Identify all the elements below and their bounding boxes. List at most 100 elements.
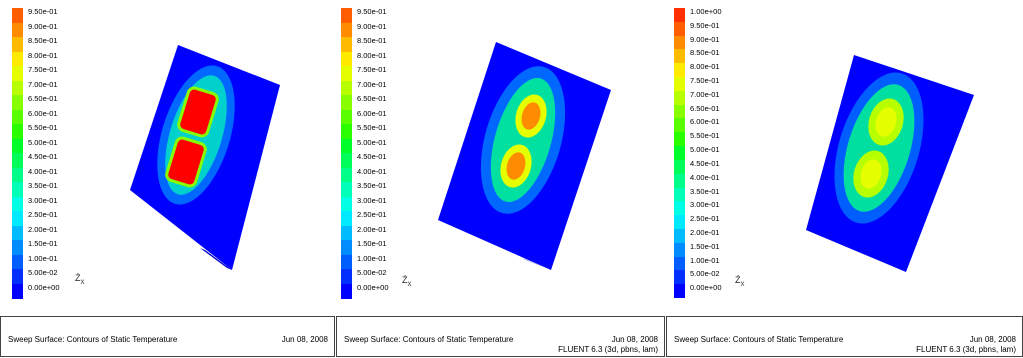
caption-box-3: Sweep Surface: Contours of Static Temper… [666, 316, 1023, 357]
colorbar-swatch [341, 80, 352, 96]
colorbar-tick-label: 0.00e+00 [28, 282, 60, 292]
colorbar-tick-label: 1.00e-01 [357, 253, 387, 263]
colorbar-tick-label: 4.50e-01 [690, 158, 720, 168]
colorbar-swatch [341, 182, 352, 197]
colorbar-tick-label: 2.50e-01 [357, 210, 387, 219]
caption-solver: FLUENT 6.3 (3d, pbns, lam) [916, 345, 1016, 354]
colorbar-tick-label: 7.00e-01 [690, 89, 720, 99]
colorbar-tick-label: 5.00e-01 [28, 137, 58, 147]
colorbar-swatch [674, 104, 685, 119]
colorbar-swatch [12, 225, 23, 241]
colorbar-tick-label: 8.00e-01 [28, 50, 58, 60]
colorbar-tick-label: 5.50e-01 [28, 123, 58, 132]
colorbar-tick-label: 6.00e-01 [28, 108, 58, 118]
temperature-core-upper-hot [521, 102, 541, 130]
axis-triad-icon: ŹX [75, 273, 85, 286]
colorbar-swatch [12, 153, 23, 168]
colorbar-tick-label: 5.50e-01 [357, 123, 387, 132]
caption-box-2: Sweep Surface: Contours of Static Temper… [336, 316, 665, 357]
axis-triad-icon: ŹX [735, 275, 745, 288]
colorbar-tick-label: 3.00e-01 [28, 195, 58, 205]
colorbar-swatch [341, 254, 352, 270]
colorbar-tick-label: 0.00e+00 [357, 282, 389, 292]
colorbar-tick-label: 1.50e-01 [357, 239, 387, 248]
colorbar-tick-label: 0.00e+00 [690, 283, 722, 293]
colorbar-tick-label: 7.50e-01 [690, 76, 720, 86]
colorbar-tick-label: 5.00e-01 [690, 145, 720, 155]
colorbar-swatch [674, 187, 685, 202]
colorbar-swatch [341, 269, 352, 284]
colorbar-swatch [341, 196, 352, 212]
colorbar-swatch [12, 8, 23, 23]
colorbar-tick-label: 4.00e-01 [28, 166, 58, 176]
colorbar-tick-label: 8.00e-01 [690, 62, 720, 72]
colorbar-swatch [674, 173, 685, 188]
colorbar-swatch [674, 132, 685, 147]
colorbar-tick-label: 7.50e-01 [28, 65, 58, 74]
caption-title: Sweep Surface: Contours of Static Temper… [674, 335, 844, 344]
colorbar-tick-label: 2.00e-01 [357, 224, 387, 234]
colorbar-tick-label: 4.50e-01 [357, 152, 387, 161]
colorbar-swatch [341, 66, 352, 81]
caption-date: Jun 08, 2008 [969, 335, 1016, 344]
colorbar-tick-label: 6.00e-01 [357, 108, 387, 118]
colorbar-tick-label: 8.50e-01 [357, 36, 387, 45]
colorbar-swatch [12, 240, 23, 255]
colorbar-tick-label: 5.00e-02 [357, 268, 387, 277]
colorbar-tick-label: 5.00e-02 [690, 269, 720, 279]
colorbar-tick-label: 9.00e-01 [690, 34, 720, 44]
caption-date: Jun 08, 2008 [611, 335, 658, 344]
colorbar-tick-label: 1.00e+00 [690, 7, 722, 16]
colorbar-swatch [12, 80, 23, 96]
colorbar-swatch [674, 63, 685, 78]
colorbar-swatch [674, 270, 685, 285]
colorbar-swatch [12, 211, 23, 226]
contour-plot-2 [438, 42, 611, 270]
colorbar-swatch [674, 21, 685, 37]
caption-title: Sweep Surface: Contours of Static Temper… [8, 335, 178, 344]
colorbar-tick-label: 3.50e-01 [357, 181, 387, 190]
caption-title: Sweep Surface: Contours of Static Temper… [344, 335, 514, 344]
contour-plot-3 [806, 55, 974, 272]
colorbar-swatch [12, 138, 23, 154]
colorbar-tick-label: 2.00e-01 [28, 224, 58, 234]
colorbar-tick-label: 9.00e-01 [28, 21, 58, 31]
colorbar-tick-label: 6.50e-01 [357, 94, 387, 103]
colorbar-tick-label: 4.00e-01 [690, 172, 720, 182]
temperature-core-upper-hot [875, 107, 897, 137]
axis-triad-icon: ŹX [402, 275, 412, 288]
colorbar-swatch [674, 284, 685, 299]
colorbar-swatch [12, 283, 23, 299]
colorbar-tick-label: 9.50e-01 [690, 20, 720, 30]
colorbar-swatch [674, 201, 685, 216]
caption-date: Jun 08, 2008 [281, 335, 328, 344]
colorbar-tick-label: 4.50e-01 [28, 152, 58, 161]
colorbar-swatch [12, 37, 23, 52]
temperature-core-lower-hot [506, 152, 526, 180]
colorbar-tick-label: 3.00e-01 [690, 200, 720, 210]
colorbar-swatch [674, 228, 685, 244]
colorbar-tick-label: 5.00e-02 [28, 268, 58, 277]
colorbar-swatch [341, 22, 352, 38]
surface-plane-edge [200, 248, 232, 270]
contour-panel-3: 1.00e+00 9.50e-01 9.00e-01 8.50e-01 8.00e-01… [666, 0, 1023, 358]
colorbar-tick-label: 3.50e-01 [28, 181, 58, 190]
colorbar-swatch [12, 22, 23, 38]
colorbar-tick-label: 6.50e-01 [690, 103, 720, 113]
colorbar-tick-label: 1.00e-01 [690, 255, 720, 265]
colorbar-swatch [674, 146, 685, 161]
colorbar-tick-label: 1.00e-01 [28, 253, 58, 263]
colorbar-swatch [12, 124, 23, 139]
colorbar-swatch [674, 49, 685, 64]
contour-panel-2: 9.50e-01 9.00e-01 8.50e-01 8.00e-01 7.50e-01… [336, 0, 666, 358]
colorbar-swatch [12, 51, 23, 67]
colorbar-swatch [341, 283, 352, 299]
colorbar-tick-label: 3.00e-01 [357, 195, 387, 205]
contour-panel-1: 9.50e-01 9.00e-01 8.50e-01 8.00e-01 7.50e-01… [0, 0, 336, 358]
colorbar-swatch [674, 35, 685, 50]
colorbar-swatch [12, 269, 23, 284]
colorbar-tick-label: 7.00e-01 [357, 79, 387, 89]
colorbar-swatch [12, 167, 23, 183]
colorbar-swatch [341, 8, 352, 23]
colorbar-swatch [674, 256, 685, 271]
